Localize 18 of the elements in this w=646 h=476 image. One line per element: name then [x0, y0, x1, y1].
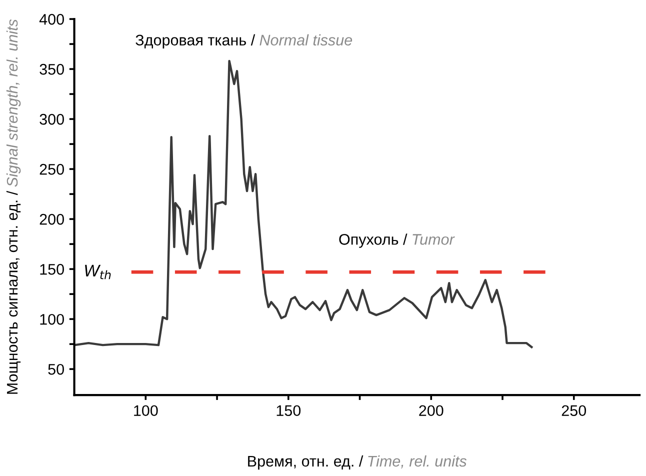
- y-tick-label: 400: [39, 14, 64, 25]
- x-tick-label: 200: [419, 405, 444, 416]
- x-tick-label: 250: [562, 405, 586, 416]
- y-tick-label: 50: [48, 364, 64, 375]
- annotation: Опухоль / Tumor: [339, 234, 455, 248]
- line-series: [74, 60, 533, 348]
- x-tick-label: 100: [134, 405, 158, 416]
- y-tick-label: 300: [40, 114, 64, 125]
- y-tick-label: 350: [40, 64, 64, 75]
- y-tick-label: 200: [40, 214, 64, 225]
- x-axis-title: Время, отн. ед. / Time, rel. units: [248, 455, 467, 470]
- x-tick-label: 150: [276, 405, 301, 416]
- y-tick-label: 100: [40, 314, 64, 325]
- series-label: W$_{th}$: [85, 264, 111, 280]
- y-tick-label: 150: [40, 264, 64, 275]
- annotation: Здоровая ткань / Normal tissue: [136, 34, 352, 49]
- y-tick-label: 250: [40, 164, 64, 175]
- y-axis-title: Мощность сигнала, отн. ед. / Signal strength, rel. units: [6, 19, 21, 394]
